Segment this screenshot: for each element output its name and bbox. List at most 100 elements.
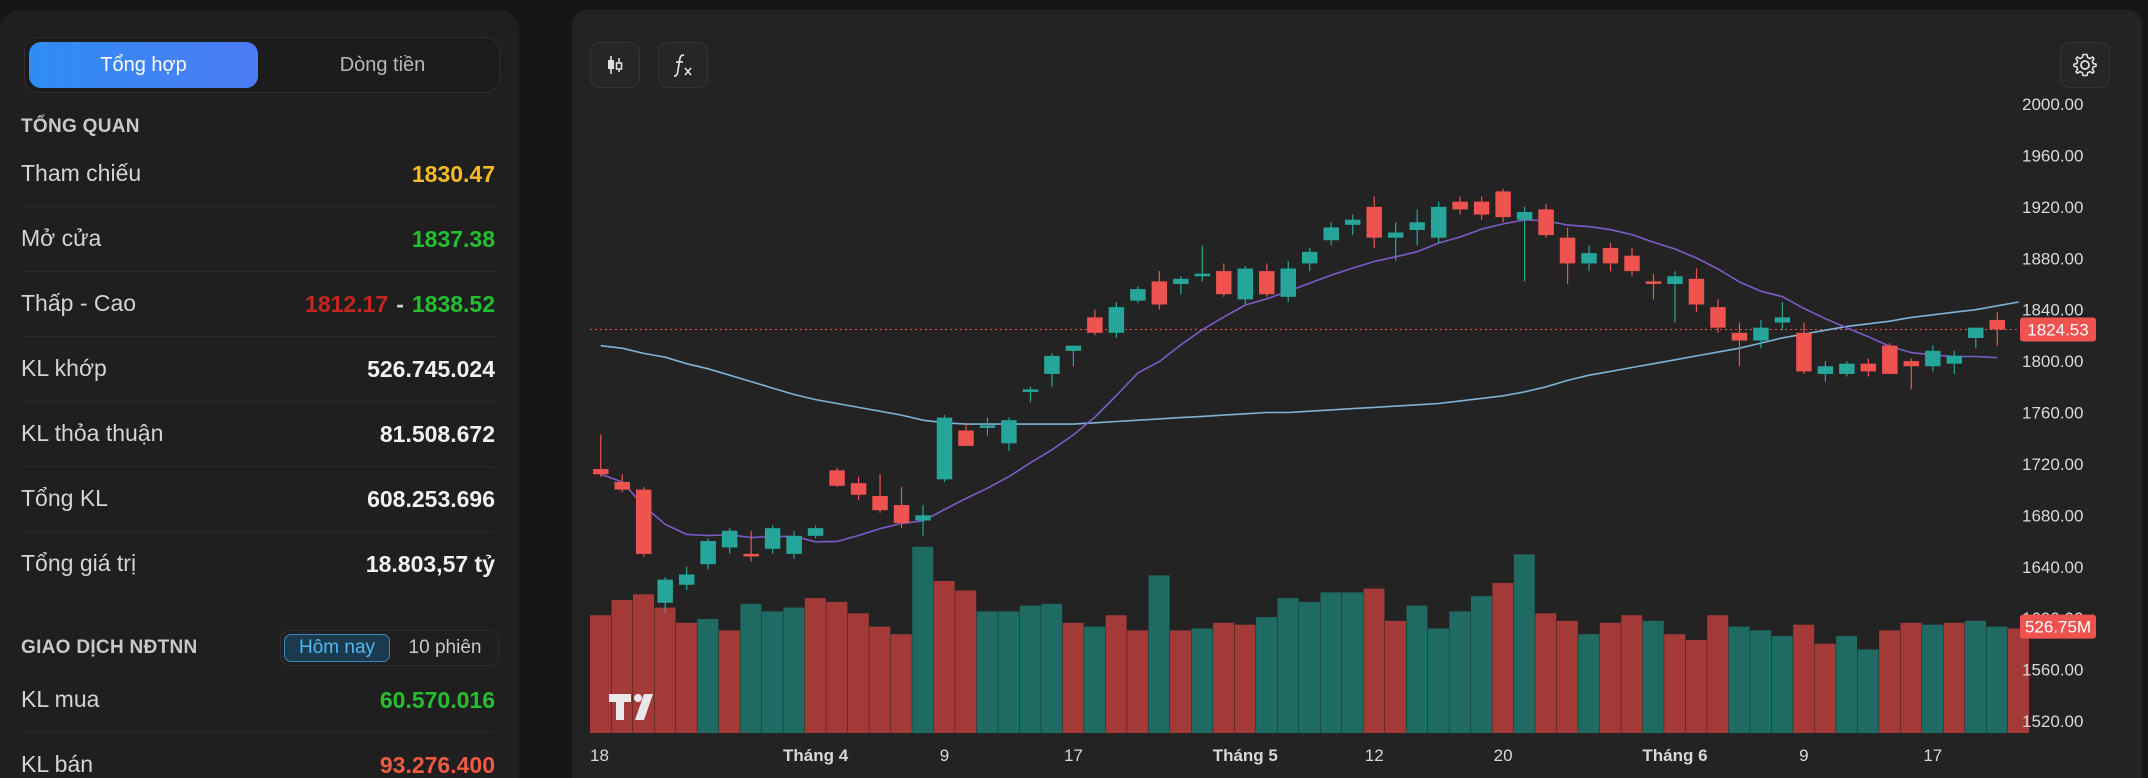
candle-body bbox=[1087, 317, 1103, 333]
volume-bar bbox=[1556, 620, 1578, 733]
candle-body bbox=[872, 496, 888, 511]
candle-body bbox=[1968, 327, 1984, 338]
volume-bar bbox=[697, 619, 719, 733]
volume-bar bbox=[740, 603, 762, 733]
candle-body bbox=[1817, 366, 1834, 374]
volume-bar bbox=[1535, 613, 1557, 733]
volume-bar bbox=[1449, 611, 1471, 733]
candle-body bbox=[1323, 227, 1339, 241]
chart-settings-button[interactable] bbox=[2060, 42, 2110, 88]
view-segmented-control: Tổng hợp Dòng tiền bbox=[24, 37, 500, 93]
candle-body bbox=[1753, 327, 1769, 341]
x-tick-label: Tháng 6 bbox=[1642, 746, 1707, 765]
volume-bar bbox=[1621, 615, 1643, 733]
candle-body bbox=[1280, 268, 1296, 297]
volume-bar bbox=[2008, 628, 2029, 733]
open-label: Mở cửa bbox=[21, 225, 102, 251]
volume-bar bbox=[1707, 615, 1729, 733]
row-foreign-sell: KL bán 93.276.400 bbox=[21, 733, 495, 778]
volume-bar bbox=[1492, 582, 1514, 733]
volume-bar bbox=[1685, 639, 1707, 733]
volume-bar bbox=[998, 611, 1020, 733]
candle-body bbox=[786, 535, 802, 554]
candle-body bbox=[1495, 191, 1511, 218]
candle-body bbox=[829, 470, 845, 486]
volume-bar bbox=[1793, 624, 1815, 733]
candle-body bbox=[850, 483, 867, 495]
volume-bar bbox=[955, 590, 977, 733]
candle-body bbox=[979, 425, 996, 428]
candle-body bbox=[1430, 206, 1447, 238]
foreign-buy-value: 60.570.016 bbox=[379, 687, 495, 713]
candle-body bbox=[1538, 209, 1554, 236]
foreign-sell-label: KL bán bbox=[21, 751, 94, 777]
candle-body bbox=[1839, 363, 1855, 374]
period-today-button[interactable]: Hôm nay bbox=[284, 634, 390, 662]
volume-bar bbox=[1084, 626, 1106, 733]
candle-body bbox=[764, 528, 781, 549]
indicators-button[interactable] bbox=[658, 42, 708, 88]
volume-bar bbox=[804, 598, 826, 733]
low-high-values: 1812.17-1838.52 bbox=[305, 291, 495, 318]
x-tick-label: Tháng 5 bbox=[1213, 746, 1278, 765]
function-fx-icon bbox=[673, 54, 692, 77]
tab-tong-hop[interactable]: Tổng hợp bbox=[29, 42, 258, 88]
row-open: Mở cửa 1837.38 bbox=[21, 207, 495, 272]
candle-body bbox=[1001, 420, 1017, 444]
volume-bar bbox=[1384, 620, 1406, 733]
candle-body bbox=[1860, 363, 1877, 372]
negotiated-volume-value: 81.508.672 bbox=[379, 421, 495, 447]
open-value: 1837.38 bbox=[411, 226, 495, 252]
total-value-label: Tổng giá trị bbox=[21, 550, 137, 576]
candle-body bbox=[1624, 255, 1640, 272]
candlestick-icon bbox=[608, 56, 623, 74]
candle-body bbox=[614, 481, 630, 490]
y-tick-label: 1840.00 bbox=[2022, 301, 2083, 320]
foreign-sell-value: 93.276.400 bbox=[379, 752, 495, 778]
volume-bar bbox=[1922, 624, 1944, 733]
volume-bar bbox=[869, 626, 891, 733]
candle-body bbox=[1774, 317, 1791, 323]
volume-bar bbox=[1750, 630, 1772, 733]
candle-body bbox=[657, 579, 673, 603]
volume-bar bbox=[1341, 592, 1363, 733]
period-10-button[interactable]: 10 phiên bbox=[408, 637, 482, 658]
x-tick-label: 12 bbox=[1365, 746, 1384, 765]
candle-body bbox=[1237, 268, 1254, 300]
volume-bar bbox=[1320, 592, 1342, 733]
tab-dong-tien[interactable]: Dòng tiền bbox=[339, 53, 426, 76]
candle-body bbox=[1581, 253, 1597, 264]
candle-body bbox=[958, 430, 974, 446]
reference-label: Tham chiếu bbox=[21, 160, 142, 186]
volume-bar bbox=[1857, 649, 1879, 733]
chart-type-button[interactable] bbox=[590, 42, 640, 88]
candle-body bbox=[1452, 201, 1468, 210]
row-negotiated-volume: KL thỏa thuận 81.508.672 bbox=[21, 402, 495, 467]
row-total-volume: Tổng KL 608.253.696 bbox=[21, 467, 495, 532]
volume-bar bbox=[1900, 622, 1922, 733]
candle-body bbox=[743, 553, 759, 557]
volume-bar bbox=[1986, 626, 2008, 733]
y-tick-label: 2000.00 bbox=[2022, 95, 2083, 114]
volume-bar bbox=[890, 634, 912, 733]
candle-body bbox=[893, 505, 910, 524]
gear-icon bbox=[2073, 53, 2097, 77]
volume-bar bbox=[1771, 636, 1793, 733]
foreign-period-toggle: Hôm nay 10 phiên bbox=[280, 630, 499, 666]
candle-body bbox=[678, 574, 695, 585]
chart-logo-icon bbox=[609, 694, 653, 720]
candle-body bbox=[915, 515, 931, 521]
volume-bar bbox=[847, 613, 869, 733]
candlestick-chart[interactable]: 2000.00 1960.00 1920.00 1880.00 1840.00 1800.… bbox=[572, 10, 2142, 778]
volume-bar bbox=[1299, 601, 1320, 733]
candle-body bbox=[1989, 319, 2005, 330]
candle-body bbox=[1216, 271, 1232, 295]
volume-bar bbox=[718, 630, 740, 733]
candle-body bbox=[1130, 289, 1146, 301]
y-tick-label: 1680.00 bbox=[2022, 506, 2083, 525]
candle-body bbox=[1065, 345, 1082, 351]
candle-body bbox=[1602, 247, 1619, 264]
row-foreign-buy: KL mua 60.570.016 bbox=[21, 668, 495, 733]
candle-body bbox=[635, 489, 652, 554]
volume-bar bbox=[1127, 630, 1149, 733]
